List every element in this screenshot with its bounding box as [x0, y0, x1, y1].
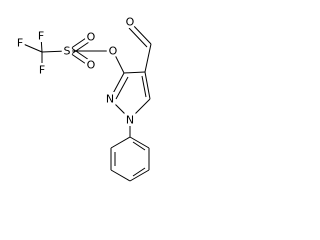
- atom-label: F: [17, 37, 23, 50]
- atom-label: N: [106, 93, 114, 106]
- bonds: [20, 22, 152, 182]
- atom-label: O: [126, 16, 135, 29]
- atom-label: O: [87, 31, 96, 44]
- structure: F F F S O O O N N O: [14, 13, 152, 182]
- atom-label: N: [126, 114, 134, 127]
- atom-label: F: [38, 30, 44, 43]
- atom-label: O: [87, 59, 96, 72]
- atom-label: F: [39, 64, 45, 77]
- atom-label: S: [64, 45, 71, 58]
- atom-label: O: [109, 45, 118, 58]
